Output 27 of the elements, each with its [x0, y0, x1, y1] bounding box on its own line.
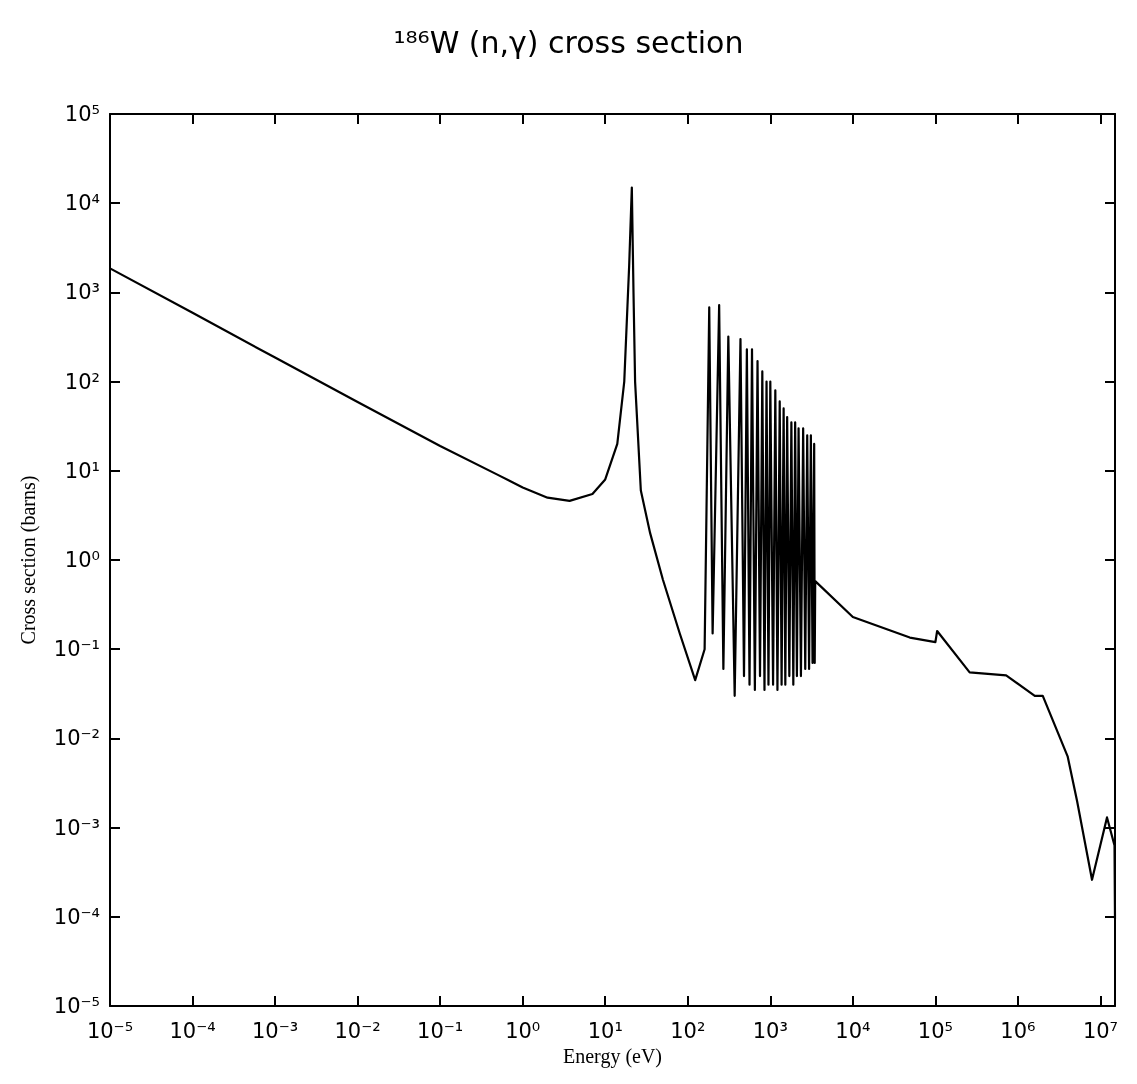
x-tick-label: 10¹: [587, 1018, 623, 1043]
x-tick-label: 10⁴: [835, 1018, 871, 1043]
x-tick-label: 10⁻³: [251, 1018, 299, 1043]
chart-title: ¹⁸⁶W (n,γ) cross section: [393, 24, 744, 60]
y-tick-label: 10⁻²: [53, 726, 100, 751]
y-tick-label: 10⁻³: [53, 815, 100, 840]
x-tick-label: 10⁻⁴: [169, 1018, 216, 1043]
y-tick-label: 10⁴: [64, 191, 100, 216]
y-tick-label: 10⁻¹: [53, 637, 100, 662]
x-tick-label: 10⁵: [917, 1018, 953, 1043]
x-tick-label: 10⁻⁵: [86, 1018, 134, 1043]
x-tick-label: 10²: [670, 1018, 706, 1043]
x-tick-label: 10⁻²: [334, 1018, 381, 1043]
x-tick-label: 10⁷: [1082, 1018, 1119, 1043]
y-tick-label: 10⁵: [64, 102, 100, 126]
y-tick-label: 10⁰: [64, 548, 100, 572]
y-axis-title: Cross section (barns): [17, 475, 40, 645]
y-tick-label: 10⁻⁵: [53, 994, 100, 1018]
x-tick-label: 10⁰: [505, 1018, 541, 1043]
y-tick-label: 10¹: [64, 458, 100, 483]
x-tick-label: 10⁻¹: [417, 1018, 464, 1043]
y-tick-label: 10⁻⁴: [53, 904, 100, 929]
x-tick-label: 10⁶: [1000, 1018, 1036, 1043]
x-tick-label: 10³: [752, 1018, 788, 1043]
y-tick-label: 10³: [64, 280, 100, 305]
y-tick-label: 10²: [64, 369, 100, 394]
x-axis-title: Energy (eV): [562, 1044, 663, 1068]
